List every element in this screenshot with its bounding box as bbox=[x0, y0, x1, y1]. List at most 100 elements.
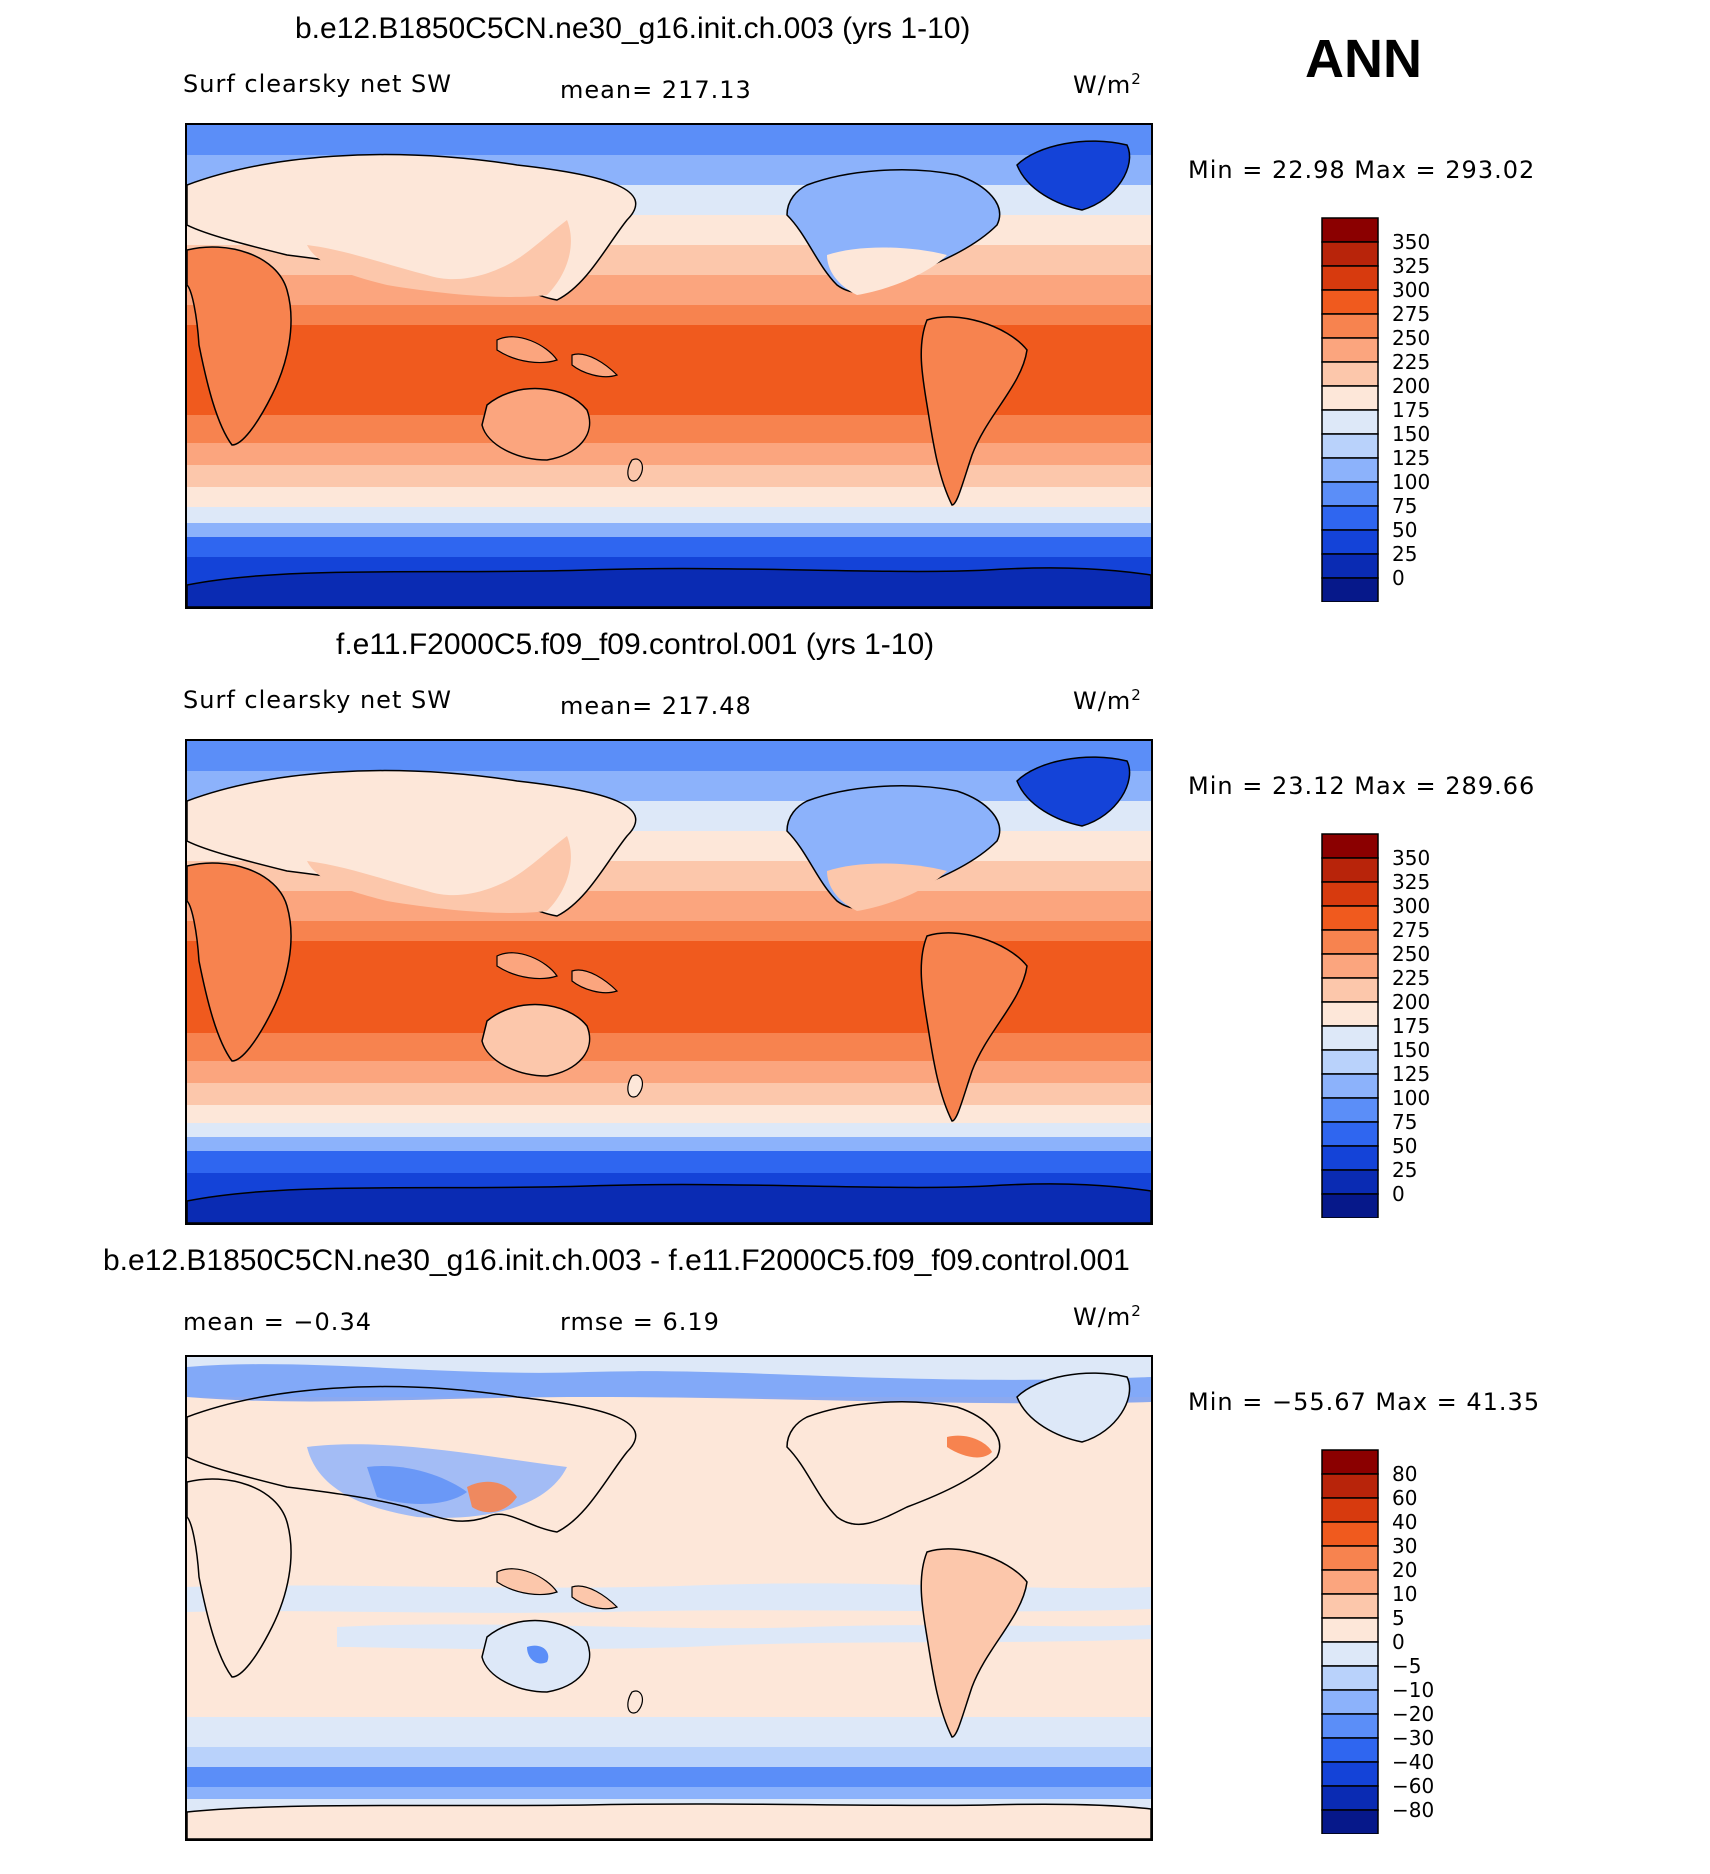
panel3-colorbar-swatch bbox=[1321, 1809, 1379, 1834]
panel3-mean-label: mean = −0.34 bbox=[183, 1308, 372, 1336]
panel3-colorbar-tick-label: −30 bbox=[1392, 1726, 1434, 1750]
panel3-colorbar-swatch bbox=[1321, 1761, 1379, 1787]
panel2-colorbar-swatch bbox=[1321, 1121, 1379, 1147]
panel3-colorbar-tick-label: 10 bbox=[1392, 1582, 1417, 1606]
panel1-colorbar-swatch bbox=[1321, 289, 1379, 315]
panel2-colorbar-swatch bbox=[1321, 1001, 1379, 1027]
panel3-map bbox=[185, 1355, 1153, 1841]
panel2-title: f.e11.F2000C5.f09_f09.control.001 (yrs 1… bbox=[336, 628, 935, 661]
panel3-colorbar-swatch bbox=[1321, 1641, 1379, 1667]
panel1-colorbar-tick-label: 250 bbox=[1392, 326, 1430, 350]
panel2-colorbar-tick-label: 275 bbox=[1392, 918, 1430, 942]
panel3-minmax-label: Min = −55.67 Max = 41.35 bbox=[1188, 1388, 1541, 1416]
panel2-colorbar-tick-label: 200 bbox=[1392, 990, 1430, 1014]
panel3-rmse-label: rmse = 6.19 bbox=[560, 1308, 720, 1336]
panel1-colorbar-swatch bbox=[1321, 217, 1379, 243]
panel1-colorbar-tick-label: 300 bbox=[1392, 278, 1430, 302]
panel3-colorbar-swatch bbox=[1321, 1689, 1379, 1715]
panel1-colorbar-tick-label: 325 bbox=[1392, 254, 1430, 278]
panel1-variable-label: Surf clearsky net SW bbox=[183, 70, 452, 98]
panel3-colorbar-swatch bbox=[1321, 1665, 1379, 1691]
panel3-colorbar-tick-label: 0 bbox=[1392, 1630, 1405, 1654]
panel1-colorbar-tick-label: 350 bbox=[1392, 230, 1430, 254]
panel1-title: b.e12.B1850C5CN.ne30_g16.init.ch.003 (yr… bbox=[295, 12, 971, 45]
panel2-colorbar: 350 325 300 275 250 225 200 175 150 125 100 75 50 25 0 bbox=[1320, 832, 1480, 1218]
panel3-colorbar-swatch bbox=[1321, 1497, 1379, 1523]
panel3-units-label: W/m2 bbox=[1073, 1302, 1142, 1331]
panel1-colorbar-swatch bbox=[1321, 337, 1379, 363]
panel1-colorbar-tick-label: 25 bbox=[1392, 542, 1417, 566]
panel2-colorbar-swatch bbox=[1321, 1073, 1379, 1099]
panel1-colorbar-tick-label: 150 bbox=[1392, 422, 1430, 446]
panel2-colorbar-swatch bbox=[1321, 1025, 1379, 1051]
panel1-units-label: W/m2 bbox=[1073, 70, 1142, 99]
panel1-colorbar-tick-label: 200 bbox=[1392, 374, 1430, 398]
panel1-colorbar-tick-label: 225 bbox=[1392, 350, 1430, 374]
panel3-colorbar-swatch bbox=[1321, 1545, 1379, 1571]
panel2-colorbar-tick-label: 225 bbox=[1392, 966, 1430, 990]
panel1-colorbar-swatch bbox=[1321, 505, 1379, 531]
panel3-colorbar-tick-label: −60 bbox=[1392, 1774, 1434, 1798]
panel3-colorbar-swatch bbox=[1321, 1617, 1379, 1643]
panel1-colorbar-tick-label: 175 bbox=[1392, 398, 1430, 422]
panel3-title: b.e12.B1850C5CN.ne30_g16.init.ch.003 - f… bbox=[103, 1244, 1130, 1277]
panel1-colorbar-swatch bbox=[1321, 241, 1379, 267]
panel3-colorbar: 80 60 40 30 20 10 5 0 −5 −10 −20 −30 −40 −60 −80 bbox=[1320, 1448, 1480, 1834]
panel2-map bbox=[185, 739, 1153, 1225]
panel3-colorbar-tick-label: −20 bbox=[1392, 1702, 1434, 1726]
panel2-colorbar-swatch bbox=[1321, 881, 1379, 907]
panel1-colorbar-tick-label: 50 bbox=[1392, 518, 1417, 542]
panel1-mean-label: mean= 217.13 bbox=[560, 76, 752, 104]
panel1-minmax-label: Min = 22.98 Max = 293.02 bbox=[1188, 156, 1536, 184]
panel2-colorbar-swatch bbox=[1321, 1193, 1379, 1218]
panel1-colorbar-tick-label: 0 bbox=[1392, 566, 1405, 590]
panel2-colorbar-swatch bbox=[1321, 977, 1379, 1003]
panel3-colorbar-swatch bbox=[1321, 1521, 1379, 1547]
panel2-colorbar-tick-label: 100 bbox=[1392, 1086, 1430, 1110]
panel1-colorbar: 350 325 300 275 250 225 200 175 150 125 100 75 50 25 0 bbox=[1320, 216, 1480, 602]
season-label: ANN bbox=[1305, 29, 1422, 89]
panel3-colorbar-tick-label: 60 bbox=[1392, 1486, 1417, 1510]
panel2-mean-label: mean= 217.48 bbox=[560, 692, 752, 720]
panel2-colorbar-swatch bbox=[1321, 833, 1379, 859]
panel1-colorbar-swatch bbox=[1321, 481, 1379, 507]
panel1-colorbar-swatch bbox=[1321, 385, 1379, 411]
panel2-colorbar-swatch bbox=[1321, 1145, 1379, 1171]
panel1-colorbar-tick-label: 75 bbox=[1392, 494, 1417, 518]
panel2-units-label: W/m2 bbox=[1073, 686, 1142, 715]
panel2-colorbar-swatch bbox=[1321, 1169, 1379, 1195]
panel1-colorbar-swatch bbox=[1321, 409, 1379, 435]
panel3-colorbar-swatch bbox=[1321, 1785, 1379, 1811]
panel2-colorbar-swatch bbox=[1321, 953, 1379, 979]
panel1-colorbar-swatch bbox=[1321, 433, 1379, 459]
panel3-colorbar-tick-label: −10 bbox=[1392, 1678, 1434, 1702]
panel3-colorbar-tick-label: 80 bbox=[1392, 1462, 1417, 1486]
panel3-colorbar-tick-label: −40 bbox=[1392, 1750, 1434, 1774]
panel2-colorbar-tick-label: 150 bbox=[1392, 1038, 1430, 1062]
panel3-colorbar-swatch bbox=[1321, 1569, 1379, 1595]
panel3-colorbar-tick-label: −80 bbox=[1392, 1798, 1434, 1822]
panel2-colorbar-tick-label: 75 bbox=[1392, 1110, 1417, 1134]
panel2-minmax-label: Min = 23.12 Max = 289.66 bbox=[1188, 772, 1536, 800]
panel2-colorbar-tick-label: 125 bbox=[1392, 1062, 1430, 1086]
panel3-colorbar-swatch bbox=[1321, 1449, 1379, 1475]
panel2-colorbar-tick-label: 25 bbox=[1392, 1158, 1417, 1182]
panel2-colorbar-swatch bbox=[1321, 905, 1379, 931]
panel3-diff-plot bbox=[187, 1357, 1151, 1839]
panel2-colorbar-tick-label: 50 bbox=[1392, 1134, 1417, 1158]
panel1-colorbar-swatch bbox=[1321, 553, 1379, 579]
panel1-colorbar-swatch bbox=[1321, 361, 1379, 387]
panel2-variable-label: Surf clearsky net SW bbox=[183, 686, 452, 714]
panel2-colorbar-swatch bbox=[1321, 1097, 1379, 1123]
panel2-colorbar-tick-label: 325 bbox=[1392, 870, 1430, 894]
panel3-colorbar-tick-label: 5 bbox=[1392, 1606, 1405, 1630]
panel2-colorbar-tick-label: 250 bbox=[1392, 942, 1430, 966]
panel2-colorbar-swatch bbox=[1321, 1049, 1379, 1075]
panel3-colorbar-swatch bbox=[1321, 1473, 1379, 1499]
panel1-map bbox=[185, 123, 1153, 609]
panel1-colorbar-swatch bbox=[1321, 457, 1379, 483]
panel1-colorbar-swatch bbox=[1321, 313, 1379, 339]
panel2-colorbar-tick-label: 350 bbox=[1392, 846, 1430, 870]
